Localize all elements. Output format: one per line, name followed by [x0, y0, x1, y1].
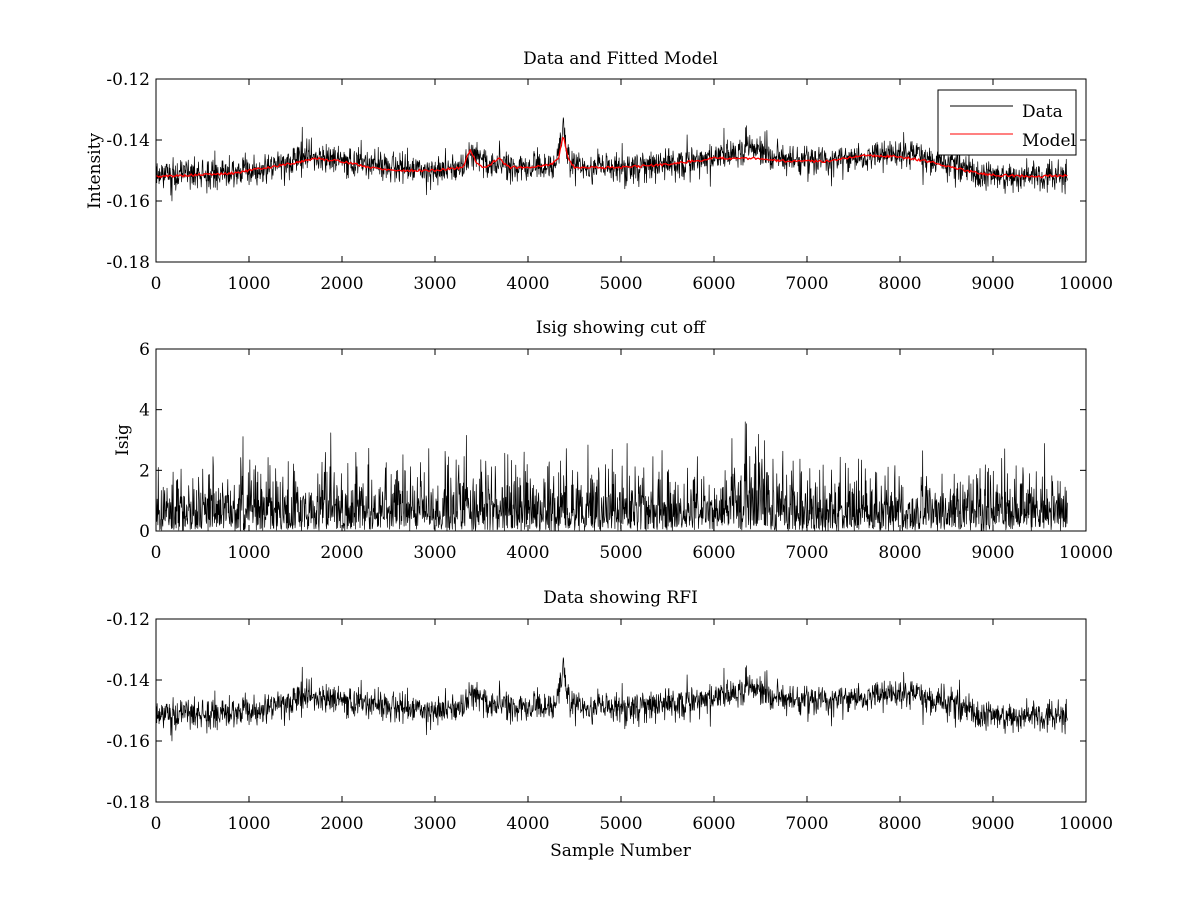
panel-data-rfi: Data showing RFI 0 1000 2000 3000 4000 5000 60…: [106, 588, 1113, 861]
ticks-layer: 0 1000 2000 3000 4000 5000 6000 7000 8000 9000 100…: [106, 70, 1113, 294]
x-tick-label: 10000: [1059, 274, 1113, 294]
series-layer: [155, 421, 1068, 532]
y-tick-label: -0.18: [106, 793, 150, 813]
x-tick-label: 4000: [506, 274, 549, 294]
x-tick-label: 1000: [227, 274, 270, 294]
x-tick-label: 0: [151, 543, 162, 563]
x-tick-label: 3000: [413, 543, 456, 563]
ticks-layer: 0 1000 2000 3000 4000 5000 6000 7000 8000 9000 100…: [106, 610, 1113, 834]
y-tick-label: 4: [139, 401, 150, 421]
legend-box: [937, 89, 1077, 156]
x-tick-label: 6000: [692, 274, 735, 294]
x-tick-label: 8000: [878, 543, 921, 563]
y-tick-label: 2: [139, 461, 150, 481]
x-tick-label: 9000: [971, 543, 1014, 563]
x-tick-label: 8000: [878, 814, 921, 834]
y-tick-label: -0.14: [106, 131, 150, 151]
series-layer: [155, 657, 1068, 742]
x-tick-label: 5000: [599, 814, 642, 834]
x-tick-label: 6000: [692, 814, 735, 834]
y-tick-label: -0.16: [106, 732, 150, 752]
y-tick-label: 6: [139, 340, 150, 360]
x-tick-label: 8000: [878, 274, 921, 294]
x-tick-label: 10000: [1059, 814, 1113, 834]
x-tick-label: 2000: [320, 274, 363, 294]
legend-label-data: Data: [1022, 102, 1063, 122]
legend-label-model: Model: [1022, 131, 1076, 151]
x-tick-label: 3000: [413, 814, 456, 834]
y-axis-label: Isig: [113, 424, 133, 456]
x-tick-label: 4000: [506, 543, 549, 563]
x-tick-label: 9000: [971, 274, 1014, 294]
y-tick-label: -0.16: [106, 192, 150, 212]
x-tick-label: 7000: [785, 274, 828, 294]
y-tick-label: -0.14: [106, 671, 150, 691]
y-tick-label: -0.12: [106, 610, 150, 630]
x-tick-label: 6000: [692, 543, 735, 563]
panel-isig: Isig showing cut off Isig 0 1000 2000 3000 4…: [113, 318, 1113, 563]
legend: Data Model: [937, 89, 1077, 156]
series-layer: [155, 117, 1068, 202]
x-tick-label: 9000: [971, 814, 1014, 834]
x-tick-label: 2000: [320, 543, 363, 563]
x-tick-label: 5000: [599, 543, 642, 563]
y-tick-label: 0: [139, 522, 150, 542]
series-line-data: [155, 657, 1068, 742]
x-tick-label: 5000: [599, 274, 642, 294]
panel-data-and-model: Data and Fitted Model Intensity 0 1000 200…: [85, 49, 1113, 294]
x-tick-label: 10000: [1059, 543, 1113, 563]
x-tick-label: 1000: [227, 543, 270, 563]
x-tick-label: 7000: [785, 543, 828, 563]
x-tick-label: 1000: [227, 814, 270, 834]
y-tick-label: -0.12: [106, 70, 150, 90]
panel-title: Data showing RFI: [543, 588, 698, 608]
x-tick-label: 0: [151, 274, 162, 294]
x-tick-label: 7000: [785, 814, 828, 834]
y-tick-label: -0.18: [106, 253, 150, 273]
ticks-layer: 0 1000 2000 3000 4000 5000 6000 7000 8000 9000 100…: [139, 340, 1113, 563]
series-line-model: [155, 136, 1068, 179]
x-axis-label: Sample Number: [550, 841, 692, 861]
x-tick-label: 0: [151, 814, 162, 834]
panel-title: Isig showing cut off: [536, 318, 707, 338]
y-axis-label: Intensity: [85, 133, 105, 209]
x-tick-label: 2000: [320, 814, 363, 834]
x-tick-label: 4000: [506, 814, 549, 834]
panel-title: Data and Fitted Model: [523, 49, 718, 69]
x-tick-label: 3000: [413, 274, 456, 294]
series-line-isig: [155, 421, 1068, 532]
